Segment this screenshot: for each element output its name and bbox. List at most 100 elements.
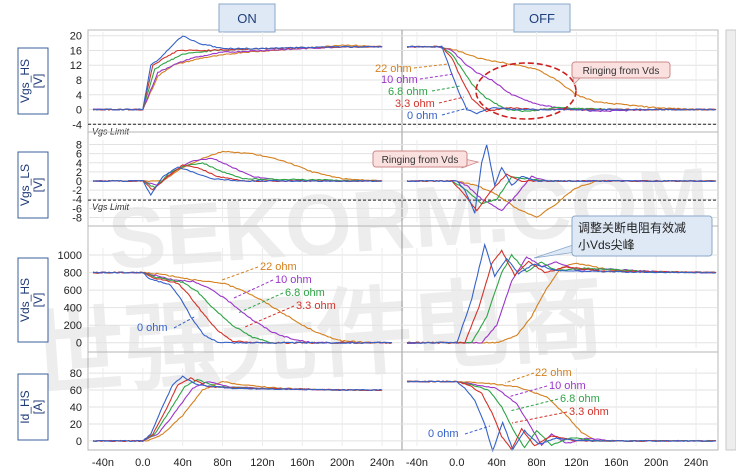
x-tick-label: 120n [250,457,274,469]
label-leader [244,305,295,328]
series-line-22ohm-off [406,45,717,111]
callout-box [372,150,468,168]
y-tick-label: 2 [76,167,82,179]
x-tick-label: 40n [488,457,506,469]
resistor-label: 22 ohm [260,261,297,273]
resistor-label: 22 ohm [375,63,412,75]
y-tick-label: 1000 [58,250,82,262]
series-line-0ohm-off [406,45,717,115]
label-leader [509,398,559,412]
label-leader [413,63,449,69]
x-tick-label: -40n [406,457,428,469]
y-tick-label: 0 [76,176,82,188]
y-tick-label: 8 [76,140,82,152]
y-tick-label: 600 [64,285,82,297]
series-line-33ohm-off [406,249,717,344]
header-off-box [513,3,571,33]
label-leader [419,73,455,80]
y-tick-label: 60 [70,385,82,397]
y-tick-label: -4 [72,119,82,131]
ylabel-unit: [A] [31,400,45,415]
panel-vds_hs: 0 200 400 600 800 1000 Vds_HS [V] [17,242,718,353]
y-tick-label: 16 [70,45,82,57]
vgs-limit-label: Vgs Limit [92,126,130,136]
header-on: ON [218,3,276,33]
y-tick-label: 12 [70,60,82,72]
x-tick-label: 0.0 [135,457,150,469]
resistor-label: 10 ohm [549,380,586,392]
ylabel-name: Vgs_LS [18,164,32,206]
label-leader [438,96,465,104]
ylabel-box [17,257,49,343]
vgs-limit-label: Vgs Limit [92,202,130,212]
label-leader [504,372,535,384]
resistor-label: 0 ohm [137,322,168,334]
y-tick-label: 8 [76,75,82,87]
y-tick-label: 0 [76,338,82,350]
ylabel-box [17,47,49,115]
callout-ringing-1: Ringing from Vds [475,61,671,120]
y-tick-label: 20 [70,31,82,43]
series-line-0ohm-on [92,166,383,197]
y-tick-label: 6 [76,149,82,161]
callout-ring [475,62,577,120]
y-tick-label: -6 [72,203,82,215]
ylabel-name: Id_HS [18,390,32,423]
y-tick-label: 200 [64,320,82,332]
x-tick-label: 80n [527,457,545,469]
y-tick-label: 0 [76,105,82,117]
resistor-label: 3.3 ohm [296,300,336,312]
header-off-label: OFF [529,11,555,26]
resistor-label: 22 ohm [535,367,572,379]
y-tick-label: 4 [76,158,82,170]
y-tick-label: -2 [72,185,82,197]
label-leader [464,425,491,435]
callout-text: Ringing from Vds [583,66,660,77]
resistor-label: 0 ohm [407,110,438,122]
y-tick-label: 4 [76,90,82,102]
callout-text-line-2: 小Vds尖峰 [578,238,635,252]
callout-text-line-1: 调整关断电阻有效减 [578,220,686,235]
resistor-label: 10 ohm [275,274,312,286]
series-line-0ohm-on [92,35,383,111]
resistor-label: 6.8 ohm [285,287,325,299]
y-tick-label: -4 [72,194,82,206]
header-on-box [218,3,276,33]
series-line-0ohm-off [406,380,717,453]
header-on-label: ON [237,11,257,26]
x-tick-label: -40n [92,457,114,469]
x-tick-label: 200n [330,457,354,469]
panel-id_hs: 0 20 40 60 80 Id_HS [A] [17,368,718,453]
label-leader [511,411,568,424]
ylabel-name: Vgs_HS [18,59,32,103]
y-tick-label: 400 [64,303,82,315]
ylabel-name: Vds_HS [18,278,32,322]
y-tick-label: 20 [70,419,82,431]
callout-ringing-2: Ringing from Vds [372,150,480,169]
ylabel-box [17,373,49,441]
callout-box [571,61,671,79]
ylabel-unit: [V] [31,74,45,89]
x-tick-label: 200n [644,457,668,469]
label-leader [441,107,469,116]
resistor-label: 6.8 ohm [560,393,600,405]
resistor-label: 0 ohm [428,428,459,440]
y-tick-label: 800 [64,268,82,280]
resistor-label: 3.3 ohm [569,406,609,418]
label-leader [233,279,274,299]
series-line-33ohm-off [406,380,717,451]
x-tick-label: 160n [290,457,314,469]
x-tick-label: 120n [564,457,588,469]
y-tick-label: 40 [70,402,82,414]
x-tick-label: 0.0 [449,457,464,469]
label-leader [221,266,259,281]
series-line-0ohm-off [406,242,717,344]
callout-text: Ringing from Vds [382,155,459,166]
x-tick-label: 160n [604,457,628,469]
series-line-0ohm-on [92,271,393,344]
